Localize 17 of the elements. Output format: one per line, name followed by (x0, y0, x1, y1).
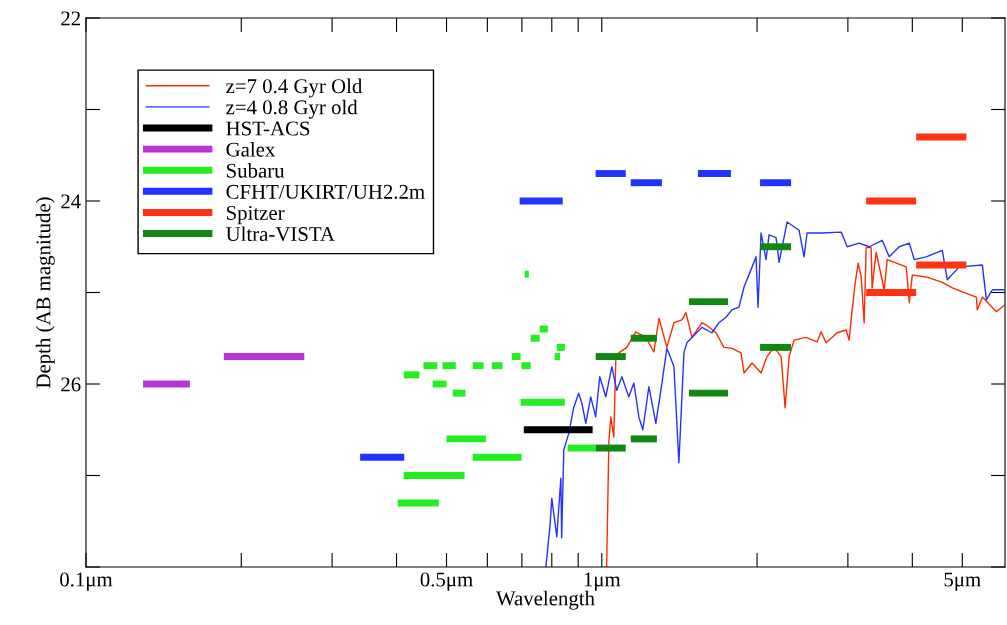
legend-label: HST-ACS (226, 121, 310, 136)
legend-label: Galex (226, 141, 276, 157)
x-tick-label: 0.1μm (60, 572, 113, 591)
x-tick-label: 5μm (944, 572, 981, 591)
legend-label: Spitzer (226, 205, 285, 225)
legend-label: CFHT/UKIRT/UH2.2m (226, 184, 425, 199)
legend-label: Ultra-VISTA (226, 226, 335, 242)
y-tick-label: 22 (61, 11, 80, 26)
y-axis-title: Depth (AB magnitude) (35, 197, 55, 388)
y-tick-label: 24 (61, 194, 81, 209)
legend-label: z=4 0.8 Gyr old (226, 99, 358, 119)
x-tick-label: 0.5μm (420, 572, 473, 591)
legend-label: z=7 0.4 Gyr Old (226, 78, 363, 98)
legend-label: Subaru (226, 163, 285, 178)
x-tick-label: 1μm (584, 572, 621, 591)
x-axis-title: Wavelength (496, 590, 595, 610)
y-tick-label: 26 (61, 377, 81, 392)
